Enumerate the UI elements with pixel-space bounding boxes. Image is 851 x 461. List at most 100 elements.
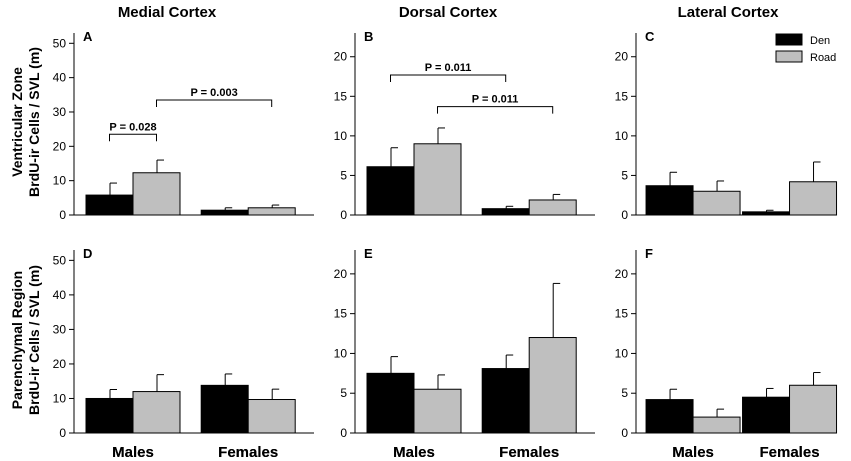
bar-d-males-den xyxy=(85,397,134,434)
y-tick-label-f-4: 20 xyxy=(615,267,629,281)
bar-d-females-road xyxy=(247,399,296,434)
y-tick-label-d-1: 10 xyxy=(53,391,67,405)
row-title-ventricular: Ventricular Zone BrdU-ir Cells / SVL (m) xyxy=(9,47,42,197)
legend-label-road: Road xyxy=(810,52,836,64)
significance-bracket-b-0 xyxy=(390,74,507,82)
y-tick-label-d-2: 20 xyxy=(53,357,67,371)
significance-bracket-a-0 xyxy=(109,133,157,142)
bar-c-females-den xyxy=(742,211,791,216)
bar-f-females-den xyxy=(742,396,791,434)
bar-e-males-road xyxy=(413,388,462,434)
bar-a-males-den xyxy=(85,194,134,216)
y-tick-label-e-2: 10 xyxy=(334,346,348,360)
bar-c-males-den xyxy=(645,185,694,216)
legend: Den Road xyxy=(775,33,836,64)
panel-letter-f: F xyxy=(645,246,653,261)
y-tick-label-d-3: 30 xyxy=(53,322,67,336)
row-title-parenchymal: Parenchymal Region BrdU-ir Cells / SVL (… xyxy=(9,265,42,415)
panel-C: 0 5 10 15 20 C Males Females xyxy=(615,29,838,461)
bar-e-females-road xyxy=(528,337,577,434)
bar-d-males-road xyxy=(132,391,181,434)
bar-e-males-den xyxy=(366,372,415,434)
bar-b-males-den xyxy=(366,166,415,216)
panel-letter-c: C xyxy=(645,29,655,44)
panel-A: 0 10 20 30 40 50 A Males Females P = 0.028 P = 0.0… xyxy=(53,29,314,461)
category-label-b-0: Males xyxy=(393,444,435,461)
category-label-d-0: Males xyxy=(112,444,154,461)
significance-label-a-0: P = 0.028 xyxy=(109,121,156,133)
row-title-ventricular-line2: BrdU-ir Cells / SVL (m) xyxy=(26,47,42,197)
y-tick-label-a-1: 10 xyxy=(53,174,67,188)
category-label-f-1: Females xyxy=(760,444,820,461)
y-tick-label-d-0: 0 xyxy=(59,426,66,440)
y-tick-label-a-0: 0 xyxy=(59,208,66,222)
y-tick-label-e-4: 20 xyxy=(334,267,348,281)
y-tick-label-f-2: 10 xyxy=(615,346,629,360)
y-tick-label-e-0: 0 xyxy=(340,426,347,440)
y-tick-label-f-3: 15 xyxy=(615,307,629,321)
y-tick-label-b-2: 10 xyxy=(334,129,348,143)
panel-letter-b: B xyxy=(364,29,373,44)
legend-label-den: Den xyxy=(810,35,830,47)
y-tick-label-a-4: 40 xyxy=(53,71,67,85)
y-tick-label-c-4: 20 xyxy=(615,50,629,64)
bar-a-females-den xyxy=(200,209,249,216)
bar-a-males-road xyxy=(132,172,181,216)
y-tick-label-a-3: 30 xyxy=(53,105,67,119)
y-tick-label-b-0: 0 xyxy=(340,208,347,222)
row-title-parenchymal-line2: BrdU-ir Cells / SVL (m) xyxy=(26,265,42,415)
y-tick-label-c-2: 10 xyxy=(615,129,629,143)
row-title-parenchymal-line1: Parenchymal Region xyxy=(9,271,25,410)
bar-f-females-road xyxy=(789,384,838,434)
column-title-dorsal: Dorsal Cortex xyxy=(399,4,498,21)
y-tick-label-b-1: 5 xyxy=(340,168,347,182)
panel-E: 0 5 10 15 20 E Males Females xyxy=(334,246,595,461)
y-tick-label-d-5: 50 xyxy=(53,253,67,267)
legend-swatch-road xyxy=(775,50,803,63)
legend-swatch-den xyxy=(775,33,803,46)
significance-bracket-a-1 xyxy=(156,99,273,107)
category-label-e-1: Females xyxy=(499,444,559,461)
y-tick-label-a-5: 50 xyxy=(53,36,67,50)
y-tick-label-c-1: 5 xyxy=(621,168,628,182)
category-label-a-1: Females xyxy=(218,444,278,461)
column-title-medial: Medial Cortex xyxy=(118,4,217,21)
significance-label-b-1: P = 0.011 xyxy=(472,94,519,106)
panel-letter-d: D xyxy=(83,246,92,261)
bar-c-females-road xyxy=(789,181,838,216)
bar-f-males-den xyxy=(645,399,694,434)
y-tick-label-a-2: 20 xyxy=(53,139,67,153)
y-tick-label-b-3: 15 xyxy=(334,89,348,103)
bar-e-females-den xyxy=(481,368,530,434)
significance-label-a-1: P = 0.003 xyxy=(190,87,237,99)
y-tick-label-e-3: 15 xyxy=(334,307,348,321)
category-label-b-1: Females xyxy=(499,444,559,461)
panel-F: 0 5 10 15 20 F Males Females xyxy=(615,246,838,461)
column-title-lateral: Lateral Cortex xyxy=(678,4,780,21)
bar-b-females-road xyxy=(528,199,577,216)
panel-letter-e: E xyxy=(364,246,373,261)
y-tick-label-f-0: 0 xyxy=(621,426,628,440)
significance-bracket-b-1 xyxy=(437,106,554,114)
y-tick-label-d-4: 40 xyxy=(53,288,67,302)
y-tick-label-e-1: 5 xyxy=(340,386,347,400)
category-label-c-0: Males xyxy=(672,444,714,461)
panel-B: 0 5 10 15 20 B Males Females P = 0.011 P = 0.011 xyxy=(334,29,595,461)
bar-a-females-road xyxy=(247,207,296,216)
y-tick-label-c-3: 15 xyxy=(615,89,629,103)
panel-letter-a: A xyxy=(83,29,93,44)
row-title-ventricular-line1: Ventricular Zone xyxy=(9,67,25,177)
y-tick-label-f-1: 5 xyxy=(621,386,628,400)
bar-b-females-den xyxy=(481,208,530,216)
bar-b-males-road xyxy=(413,143,462,216)
category-label-f-0: Males xyxy=(672,444,714,461)
bar-f-males-road xyxy=(692,416,741,434)
y-tick-label-c-0: 0 xyxy=(621,208,628,222)
bar-c-males-road xyxy=(692,190,741,216)
category-label-d-1: Females xyxy=(218,444,278,461)
bar-d-females-den xyxy=(200,384,249,434)
category-label-c-1: Females xyxy=(760,444,820,461)
category-label-e-0: Males xyxy=(393,444,435,461)
significance-label-b-0: P = 0.011 xyxy=(425,62,472,74)
